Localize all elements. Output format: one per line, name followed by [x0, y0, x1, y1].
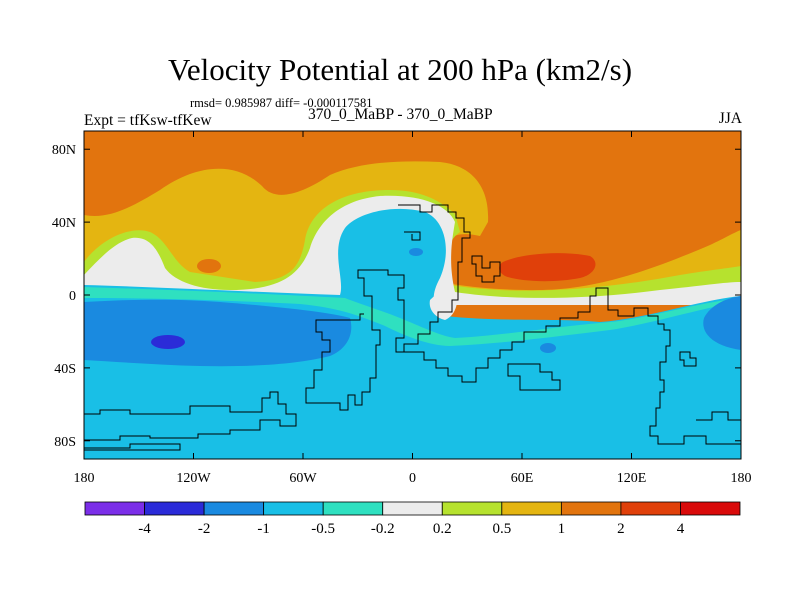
colorbar-swatch-5	[382, 501, 443, 516]
colorbar-label-6: 0.5	[492, 521, 511, 537]
coastline-asia	[471, 255, 501, 283]
y-tick-label-3: 40S	[54, 362, 76, 377]
y-axis: 80N 40N 0 40S 80S	[52, 143, 741, 450]
colorbar-swatch-10	[680, 501, 741, 516]
contour-fill-blue-west-asia	[409, 248, 423, 256]
colorbar-swatch-4	[322, 501, 384, 516]
x-tick-label-6: 180	[731, 471, 752, 486]
colorbar-label-8: 2	[617, 521, 625, 537]
colorbar-label-9: 4	[677, 521, 685, 537]
colorbar-swatch-7	[501, 501, 562, 516]
colorbar-label-3: -0.5	[311, 521, 335, 537]
x-tick-label-5: 120E	[617, 471, 647, 486]
y-tick-label-2: 0	[69, 289, 76, 304]
x-tick-label-0: 180	[74, 471, 95, 486]
case-pair-label: 370_0_MaBP - 370_0_MaBP	[308, 106, 493, 123]
y-tick-label-4: 80S	[54, 435, 76, 450]
x-tick-label-4: 60E	[511, 471, 534, 486]
rmsd-diff-stats: rmsd= 0.985987 diff= -0.000117581	[190, 96, 373, 110]
colorbar-swatch-2	[203, 501, 265, 516]
coastline-south-america	[507, 363, 561, 391]
coastline-antarctica-east	[84, 443, 181, 451]
colorbar-label-0: -4	[138, 521, 151, 537]
chart-title: Velocity Potential at 200 hPa (km2/s)	[167, 52, 633, 87]
x-tick-label-2: 60W	[289, 471, 317, 486]
contour-fill-teal	[84, 287, 741, 346]
colorbar-swatch-9	[620, 501, 681, 516]
coastline-antarctic-peninsula	[696, 411, 741, 421]
coastline-africa-europe	[305, 204, 471, 411]
season-label: JJA	[718, 110, 742, 127]
y-tick-label-0: 80N	[52, 143, 76, 158]
colorbar-swatch-3	[263, 501, 324, 516]
contour-fill-blue-south-pacific	[84, 299, 352, 367]
contour-fill-layer	[84, 131, 741, 459]
coastline-australia-region	[679, 351, 697, 367]
x-axis: 180 120W 60W 0 60E 120E 180	[74, 131, 752, 486]
x-tick-label-1: 120W	[176, 471, 211, 486]
coastline-indian-ocean-land	[404, 287, 741, 445]
colorbar: -4 -2 -1 -0.5 -0.2 0.2 0.5 1 2 4	[84, 501, 741, 537]
colorbar-swatch-6	[441, 501, 503, 516]
colorbar-swatch-1	[144, 501, 205, 516]
x-tick-label-3: 0	[409, 471, 416, 486]
coastline-antarctica	[84, 391, 297, 441]
colorbar-label-1: -2	[198, 521, 211, 537]
colorbar-label-4: -0.2	[371, 521, 395, 537]
colorbar-swatch-0	[84, 501, 145, 516]
colorbar-label-7: 1	[558, 521, 566, 537]
experiment-label: Expt = tfKsw-tfKew	[84, 112, 212, 129]
contour-fill-blue-east-pacific	[703, 296, 741, 350]
y-tick-label-1: 40N	[52, 216, 76, 231]
colorbar-swatch-8	[560, 501, 622, 516]
contour-fill-blue-indian-ocean	[540, 343, 556, 353]
colorbar-label-5: 0.2	[433, 521, 452, 537]
coastline-layer	[84, 204, 741, 451]
colorbar-label-2: -1	[257, 521, 270, 537]
contour-fill-red-max	[499, 253, 596, 282]
coastline-mediterranean	[404, 231, 421, 241]
contour-fill-orange-blob	[197, 259, 221, 273]
contour-fill-darkblue-core	[151, 335, 185, 349]
